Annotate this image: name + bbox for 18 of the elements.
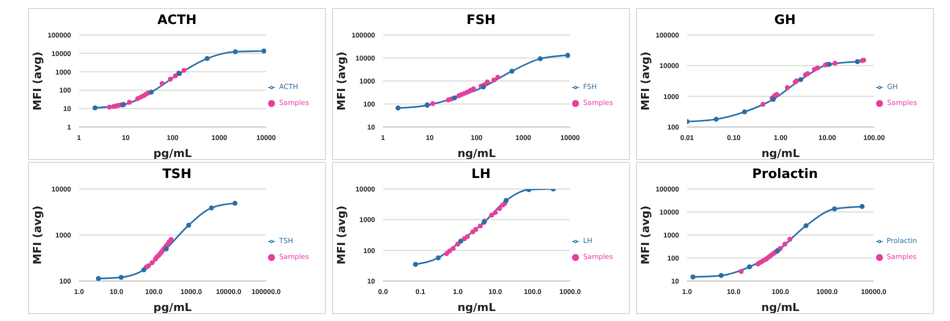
x-axis-title: ng/mL (761, 147, 800, 160)
chart-title: LH (470, 166, 492, 184)
y-axis-title: MFI (avg) (638, 52, 652, 110)
chart-title: FSH (465, 12, 497, 30)
y-axis-title: MFI (avg) (30, 52, 44, 110)
x-axis-title: pg/mL (153, 147, 192, 160)
chart-title: ACTH (156, 12, 198, 30)
chart-title: GH (773, 12, 797, 30)
chart-title: Prolactin (751, 166, 819, 184)
x-axis-title: pg/mL (153, 301, 192, 314)
chart-title: TSH (161, 166, 193, 184)
x-axis-title: ng/mL (761, 301, 800, 314)
y-axis-title: MFI (avg) (638, 206, 652, 264)
x-axis-title: ng/mL (457, 301, 496, 314)
y-axis-title: MFI (avg) (334, 52, 348, 110)
x-axis-title: ng/mL (457, 147, 496, 160)
y-axis-title: MFI (avg) (30, 206, 44, 264)
y-axis-title: MFI (avg) (334, 206, 348, 264)
